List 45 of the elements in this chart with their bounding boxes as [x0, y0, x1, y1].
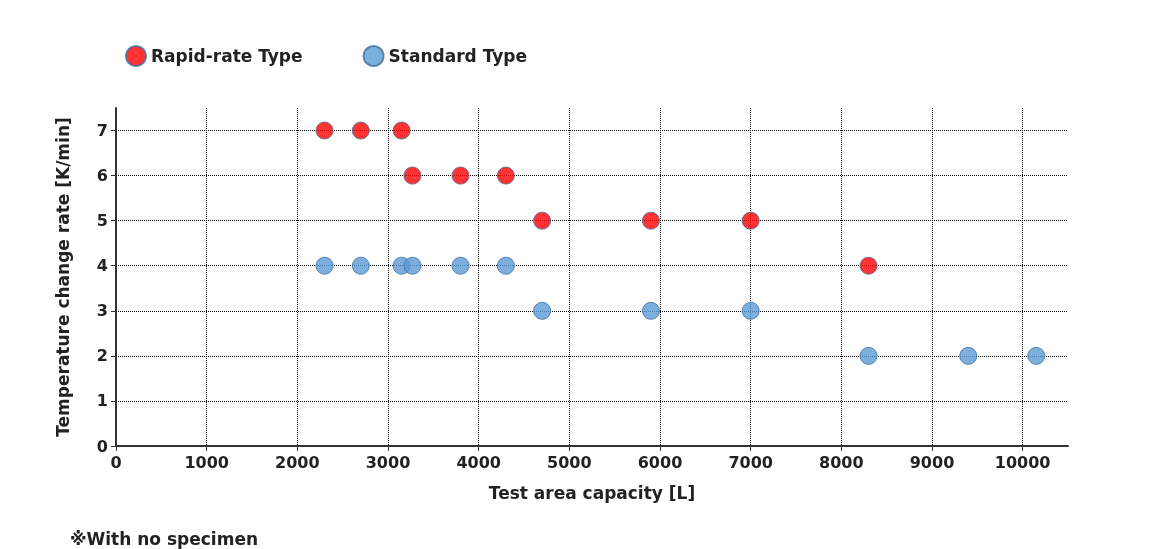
point: [451, 166, 470, 185]
point: [533, 301, 552, 320]
point: [451, 256, 470, 275]
legend-label: Rapid-rate Type: [151, 46, 303, 66]
x-tick-label: 7000: [728, 452, 773, 472]
point: [641, 301, 660, 320]
point: [1027, 346, 1046, 365]
point: [533, 211, 552, 230]
point: [351, 256, 370, 275]
x-tick-label: 1000: [184, 452, 229, 472]
x-tick-label: 6000: [637, 452, 683, 472]
x-tick-label: 2000: [275, 452, 320, 472]
text: ※With no specimen: [70, 528, 259, 549]
point: [859, 256, 878, 275]
y-tick-label: 4: [96, 256, 108, 276]
legend-label: Standard Type: [388, 46, 527, 66]
y-axis-title: Temperature change rate [K/min]: [52, 117, 73, 437]
y-tick-label: 3: [96, 301, 108, 321]
x-tick-label: 4000: [456, 452, 501, 472]
x-tick-label: 3000: [365, 452, 411, 472]
x-tick-label: 9000: [909, 452, 955, 472]
point: [859, 346, 878, 365]
point: [351, 121, 370, 140]
point: [315, 121, 334, 140]
point: [403, 166, 422, 185]
point: [496, 256, 515, 275]
point: [641, 211, 660, 230]
y-tick-label: 1: [96, 391, 108, 411]
x-tick-label: 8000: [819, 452, 864, 472]
point: [959, 346, 978, 365]
x-axis-title: Test area capacity [L]: [488, 482, 696, 503]
point: [315, 256, 334, 275]
y-tick-label: 6: [96, 166, 108, 186]
y-tick-label: 7: [96, 121, 108, 141]
y-tick-label: 2: [96, 346, 108, 366]
x-tick-label: 5000: [547, 452, 592, 472]
point: [392, 121, 411, 140]
y-tick-label: 0: [96, 436, 108, 456]
point: [496, 166, 515, 185]
y-tick-label: 5: [96, 211, 108, 231]
x-tick-label: 0: [110, 452, 122, 472]
point: [741, 211, 760, 230]
point: [403, 256, 422, 275]
x-tick-label: 10000: [994, 452, 1051, 472]
point: [741, 301, 760, 320]
